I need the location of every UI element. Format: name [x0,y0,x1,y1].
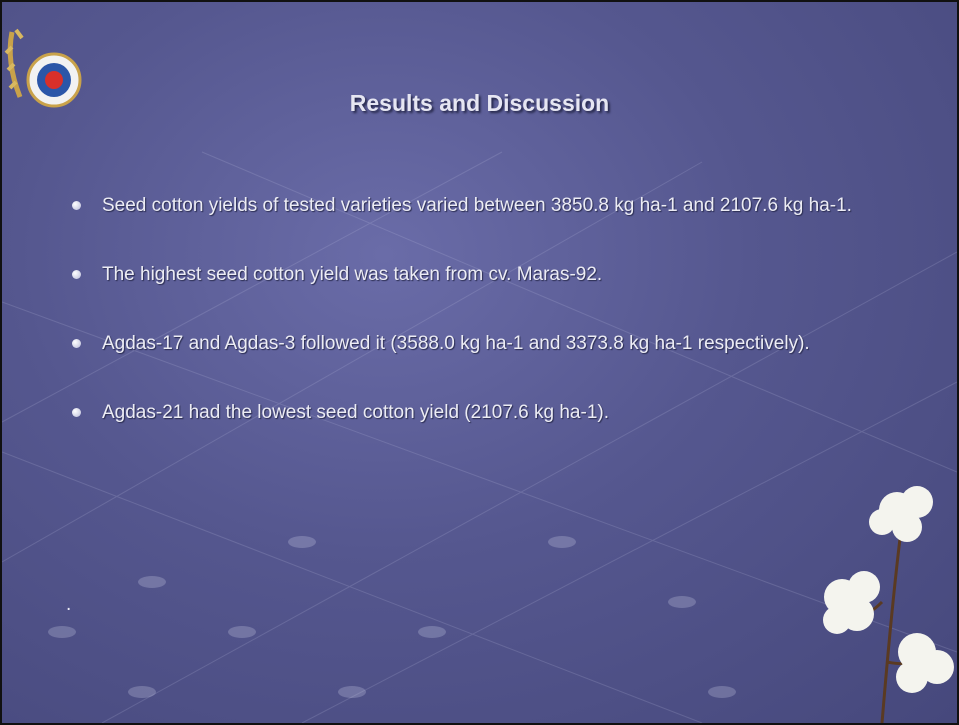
bullet-item: Agdas-17 and Agdas-3 followed it (3588.0… [72,330,872,357]
bullet-item: Agdas-21 had the lowest seed cotton yiel… [72,399,872,426]
bullet-text: Seed cotton yields of tested varieties v… [102,195,852,216]
page: Results and Discussion Seed cotton yield… [0,0,959,725]
bullet-text: The highest seed cotton yield was taken … [102,264,602,285]
cotton-plant [823,486,954,723]
bullet-dot [72,201,81,210]
bullet-dot [72,408,81,417]
bullet-text: Agdas-17 and Agdas-3 followed it (3588.0… [102,333,810,354]
bullet-dot [72,270,81,279]
bullet-text: Agdas-21 had the lowest seed cotton yiel… [102,402,609,423]
slide: Results and Discussion Seed cotton yield… [0,0,959,725]
bullet-dot [72,339,81,348]
bullet-item: The highest seed cotton yield was taken … [72,261,872,288]
footnote: . [66,594,71,616]
slide-title: Results and Discussion [2,90,957,117]
bullet-list: Seed cotton yields of tested varieties v… [72,192,872,468]
bullet-item: Seed cotton yields of tested varieties v… [72,192,872,219]
